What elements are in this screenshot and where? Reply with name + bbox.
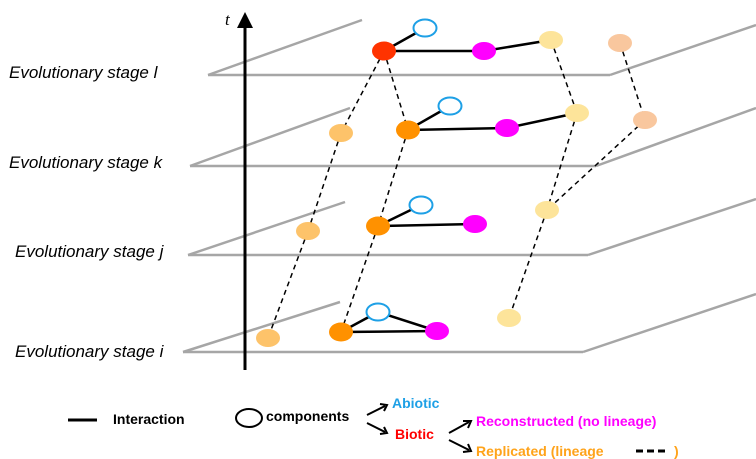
legend-biotic-label: Biotic bbox=[395, 426, 434, 442]
node-light-orange bbox=[296, 222, 320, 240]
node-orange bbox=[366, 216, 390, 236]
legend-replicated-label: Replicated (lineage bbox=[476, 443, 604, 459]
legend-components-label: components bbox=[266, 408, 350, 424]
stage-plane-j bbox=[187, 197, 756, 257]
node-abiotic bbox=[365, 302, 391, 322]
stage-plane-l bbox=[207, 18, 756, 77]
node-pale-yellow bbox=[535, 201, 559, 219]
legend-arrows bbox=[366, 403, 473, 453]
node-abiotic bbox=[437, 96, 463, 116]
legend-graphics bbox=[68, 403, 668, 453]
stage-label-l: Evolutionary stage l bbox=[9, 63, 158, 82]
legend-component-icon bbox=[235, 408, 263, 428]
node-magenta bbox=[495, 119, 519, 137]
node-light-orange bbox=[256, 329, 280, 347]
node-magenta bbox=[472, 42, 496, 60]
node-magenta bbox=[463, 215, 487, 233]
legend-replicated-close: ) bbox=[674, 443, 679, 459]
stage-plane-i bbox=[182, 292, 756, 354]
node-red bbox=[372, 41, 396, 61]
node-orange bbox=[329, 322, 353, 342]
node-peach bbox=[633, 111, 657, 129]
node-pale-yellow bbox=[565, 104, 589, 122]
stage-plane-k bbox=[189, 106, 756, 168]
legend-reconstructed-label: Reconstructed (no lineage) bbox=[476, 413, 657, 429]
node-peach bbox=[608, 34, 632, 52]
node-light-orange bbox=[329, 124, 353, 142]
lineage-lines bbox=[267, 39, 646, 339]
stage-label-j: Evolutionary stage j bbox=[15, 242, 164, 261]
node-abiotic bbox=[408, 195, 434, 215]
stage-label-k: Evolutionary stage k bbox=[9, 153, 163, 172]
node-pale-yellow bbox=[497, 309, 521, 327]
stage-label-i: Evolutionary stage i bbox=[15, 342, 164, 361]
nodes bbox=[256, 18, 657, 347]
time-axis-label: t bbox=[225, 10, 230, 29]
interaction-lines bbox=[340, 26, 578, 334]
node-pale-yellow bbox=[539, 31, 563, 49]
node-magenta bbox=[425, 322, 449, 340]
legend-interaction-label: Interaction bbox=[113, 411, 185, 427]
legend-abiotic-label: Abiotic bbox=[392, 395, 440, 411]
node-orange bbox=[396, 120, 420, 140]
node-abiotic bbox=[412, 18, 438, 38]
time-axis bbox=[237, 12, 253, 370]
